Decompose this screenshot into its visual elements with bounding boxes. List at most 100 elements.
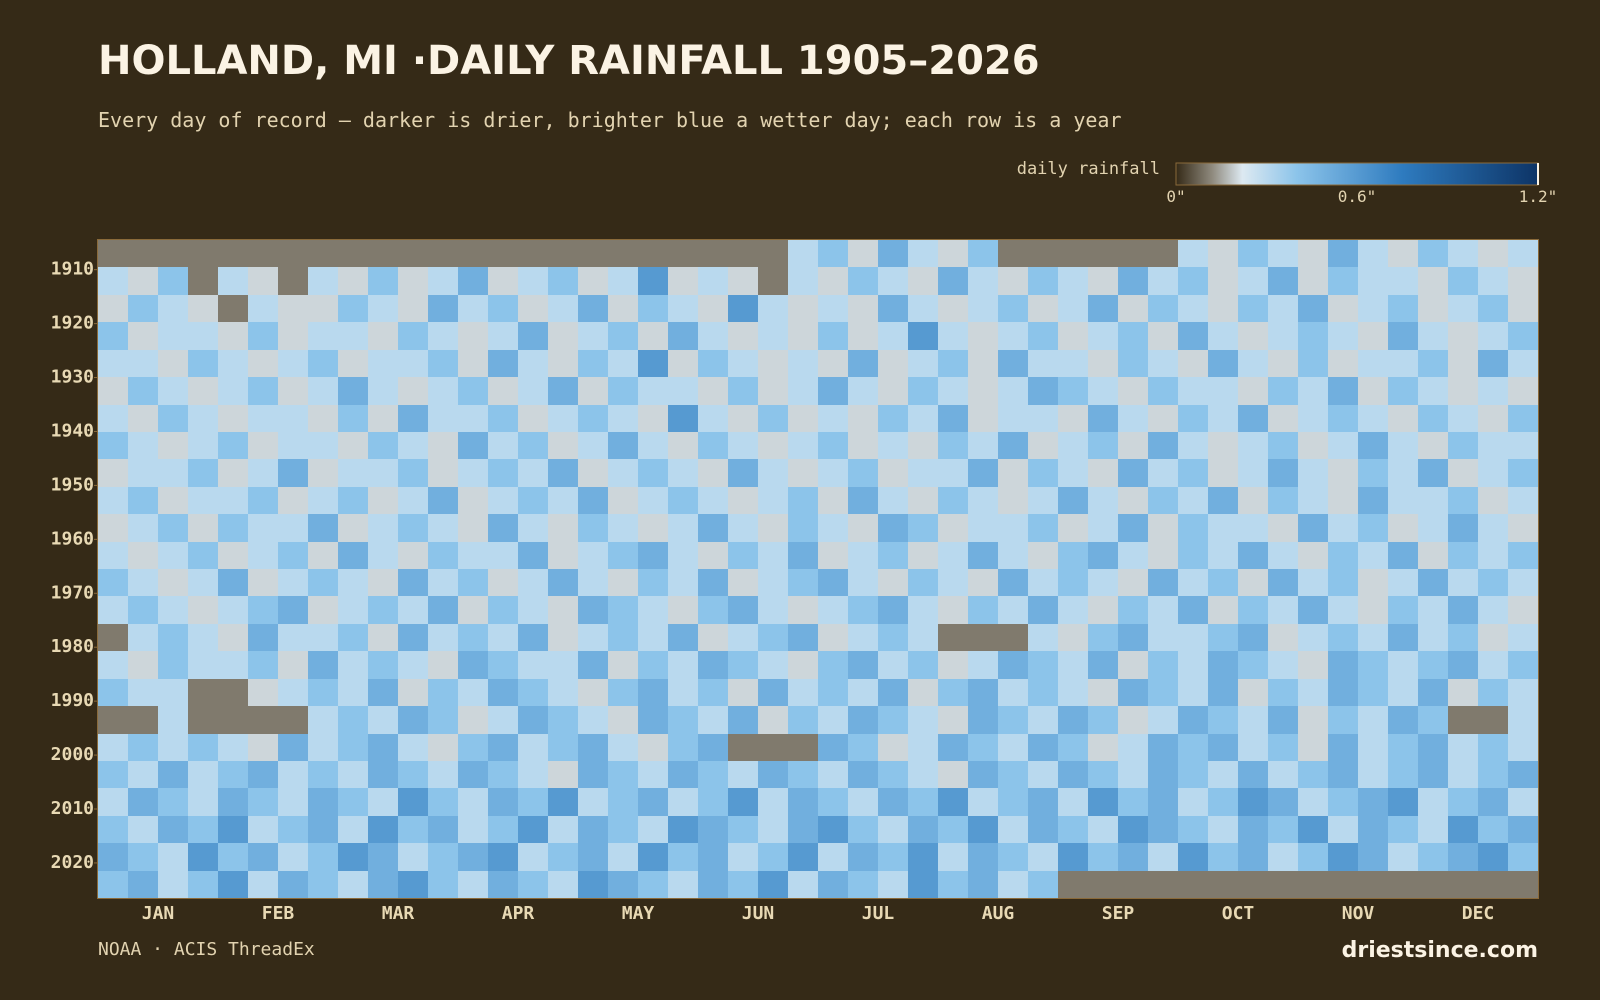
cell [1178,432,1208,459]
cell [1508,871,1538,898]
x-tick-label: NOV [1342,903,1375,924]
cell [428,816,458,843]
cell [1148,761,1178,788]
cell [278,706,308,734]
cell [1118,377,1148,405]
cell [1208,322,1238,350]
cell [98,322,128,350]
cell [488,350,518,377]
cell [668,706,698,734]
cell [1028,240,1058,267]
cell [1028,542,1058,569]
cell [908,487,938,514]
cell [548,734,578,761]
cell [1238,267,1268,295]
cell [1268,734,1298,761]
cell [1478,624,1508,651]
cell [1148,871,1178,898]
cell [1238,871,1268,898]
cell [698,843,728,871]
cell [908,542,938,569]
cell [1388,267,1418,295]
x-tick-label: MAY [622,903,655,924]
cell [308,267,338,295]
cell [218,432,248,459]
cell [338,679,368,706]
cell [578,788,608,816]
cell [1088,679,1118,706]
cell [818,761,848,788]
cell [278,651,308,679]
cell [758,734,788,761]
cell [248,459,278,487]
cell [638,679,668,706]
cell [1148,514,1178,542]
cell [638,734,668,761]
cell [1088,624,1118,651]
cell [788,377,818,405]
cell [338,734,368,761]
cell [1208,706,1238,734]
x-tick-label: JUL [862,903,895,924]
cell [1508,459,1538,487]
cell [428,377,458,405]
cell [788,240,818,267]
cell [458,651,488,679]
cell [1088,432,1118,459]
cell [1118,843,1148,871]
cell [908,267,938,295]
cell [1328,843,1358,871]
cell [1328,706,1358,734]
cell [158,679,188,706]
cell [1028,514,1058,542]
cell [488,295,518,322]
cell [1148,240,1178,267]
cell [398,432,428,459]
cell [128,624,158,651]
cell [998,734,1028,761]
cell [1088,295,1118,322]
cell [188,651,218,679]
cell [458,596,488,624]
cell [608,459,638,487]
cell [398,267,428,295]
cell [1478,569,1508,596]
cell [1448,542,1478,569]
cell [218,377,248,405]
cell [728,761,758,788]
cell [548,596,578,624]
cell [998,651,1028,679]
cell [1448,267,1478,295]
cell [998,788,1028,816]
cell [998,267,1028,295]
cell [788,459,818,487]
cell [968,240,998,267]
cell [848,377,878,405]
cell [938,350,968,377]
cell [128,761,158,788]
cell [908,295,938,322]
cell [578,596,608,624]
cell [1118,788,1148,816]
cell [218,624,248,651]
cell [98,871,128,898]
cell [1328,322,1358,350]
cell [968,322,998,350]
cell [308,514,338,542]
cell [878,405,908,432]
cell [428,788,458,816]
cell [1118,240,1148,267]
cell [1328,651,1358,679]
cell [308,350,338,377]
cell [518,267,548,295]
cell [818,651,848,679]
cell [458,569,488,596]
cell [1478,322,1508,350]
cell [578,679,608,706]
cell [1508,843,1538,871]
cell [728,706,758,734]
cell [128,734,158,761]
cell [98,706,128,734]
cell [1448,322,1478,350]
cell [158,405,188,432]
